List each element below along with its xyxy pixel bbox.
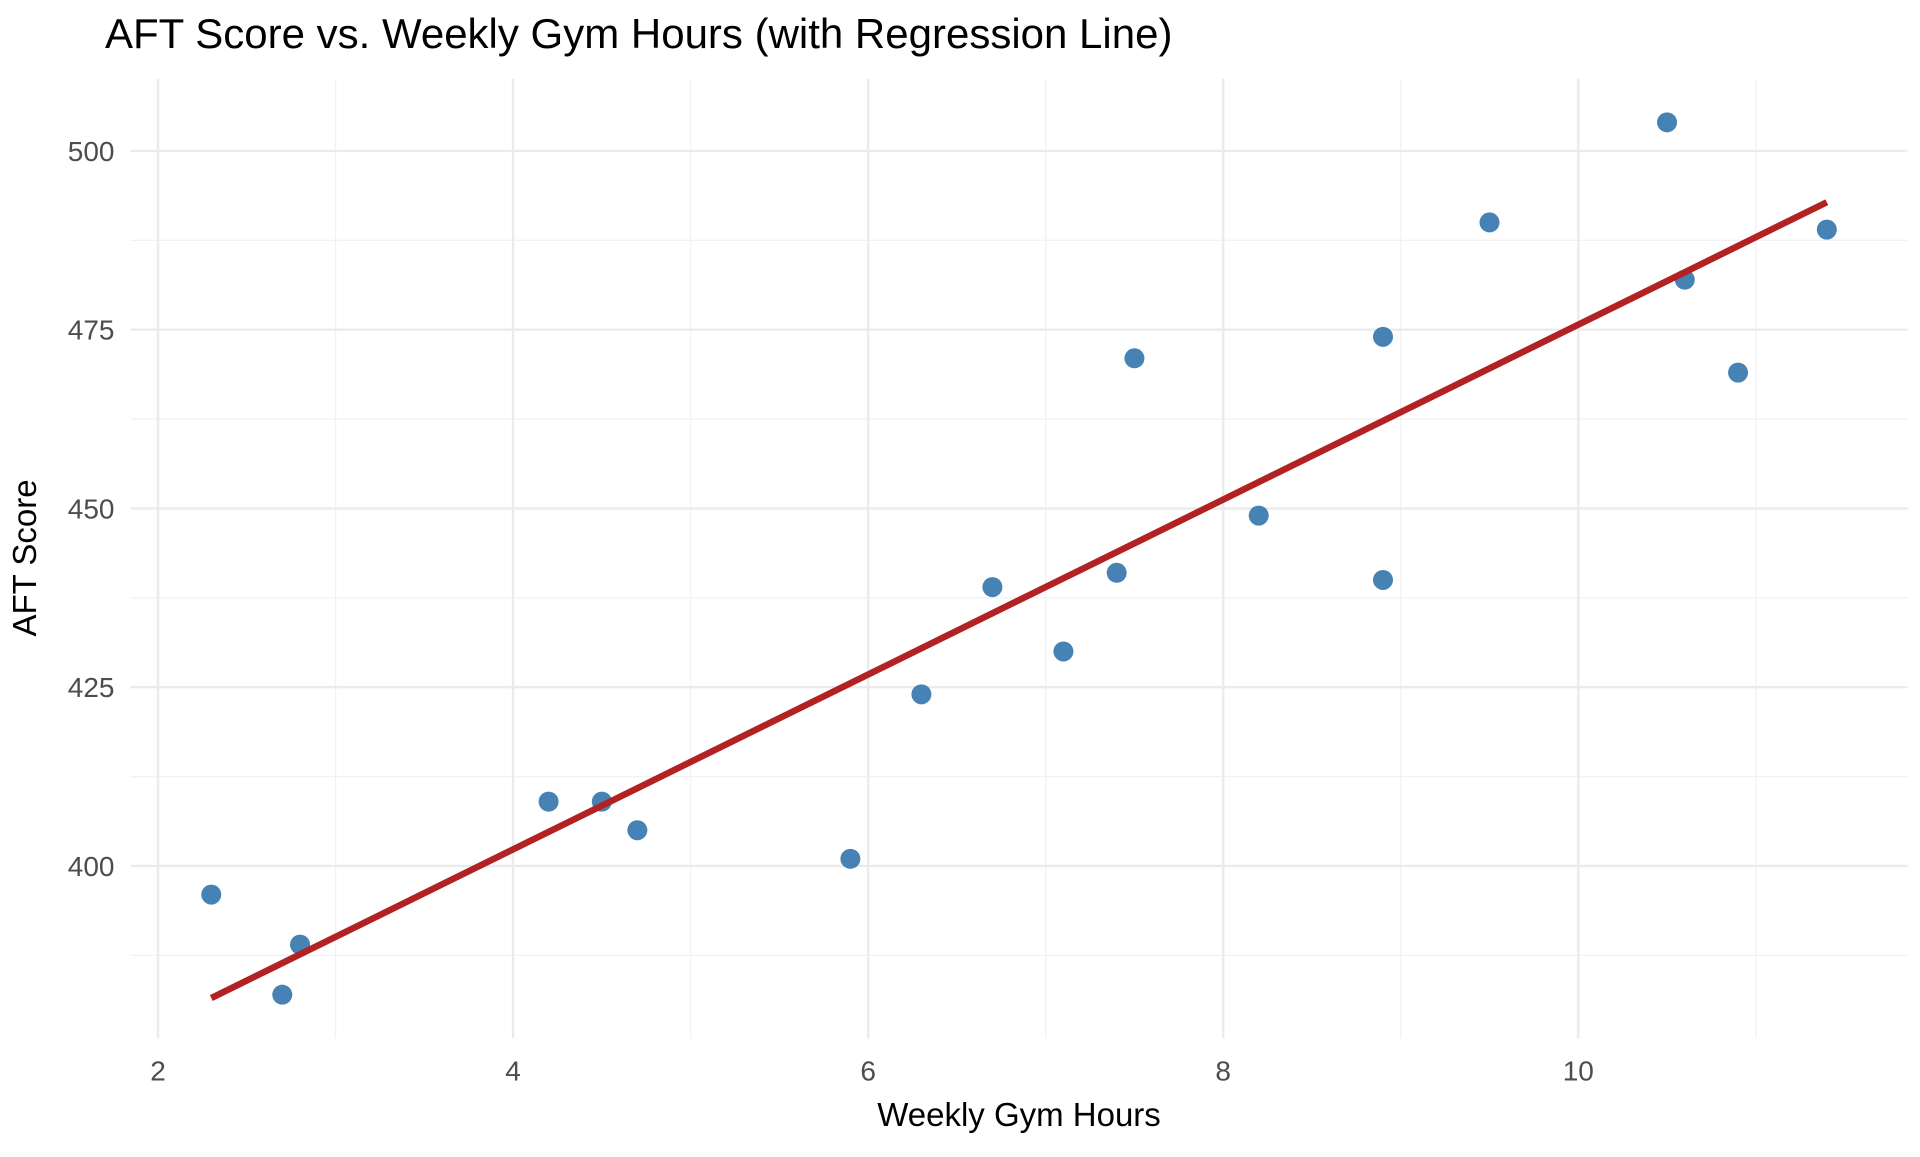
data-point (627, 820, 648, 841)
data-point (840, 848, 861, 869)
x-tick-label: 2 (150, 1055, 166, 1086)
regression-line (209, 199, 1829, 1001)
y-tick-label: 450 (68, 493, 115, 524)
data-marks-layer (201, 112, 1837, 1005)
y-tick-label: 475 (68, 315, 115, 346)
data-point (1372, 326, 1393, 347)
data-point (272, 984, 293, 1005)
y-axis-title: AFT Score (6, 479, 43, 636)
gridlines-layer (130, 78, 1908, 1039)
data-point (982, 577, 1003, 598)
data-point (1248, 505, 1269, 526)
data-point (1816, 219, 1837, 240)
chart-title: AFT Score vs. Weekly Gym Hours (with Reg… (105, 10, 1172, 57)
data-point (538, 791, 559, 812)
data-point (1124, 348, 1145, 369)
data-point (1657, 112, 1678, 133)
data-point (201, 884, 222, 905)
data-point (911, 684, 932, 705)
x-tick-label: 10 (1563, 1055, 1594, 1086)
y-tick-label: 425 (68, 672, 115, 703)
data-point (1479, 212, 1500, 233)
axis-labels-layer: 2 4 6 8 10 400 425 450 475 500 (68, 136, 1594, 1086)
data-point (1106, 562, 1127, 583)
y-tick-label: 500 (68, 136, 115, 167)
data-point (1053, 641, 1074, 662)
x-axis-title: Weekly Gym Hours (877, 1096, 1161, 1133)
x-tick-label: 8 (1215, 1055, 1231, 1086)
x-tick-label: 6 (860, 1055, 876, 1086)
y-tick-label: 400 (68, 851, 115, 882)
x-tick-label: 4 (505, 1055, 521, 1086)
data-point (1728, 362, 1749, 383)
data-point (1372, 569, 1393, 590)
